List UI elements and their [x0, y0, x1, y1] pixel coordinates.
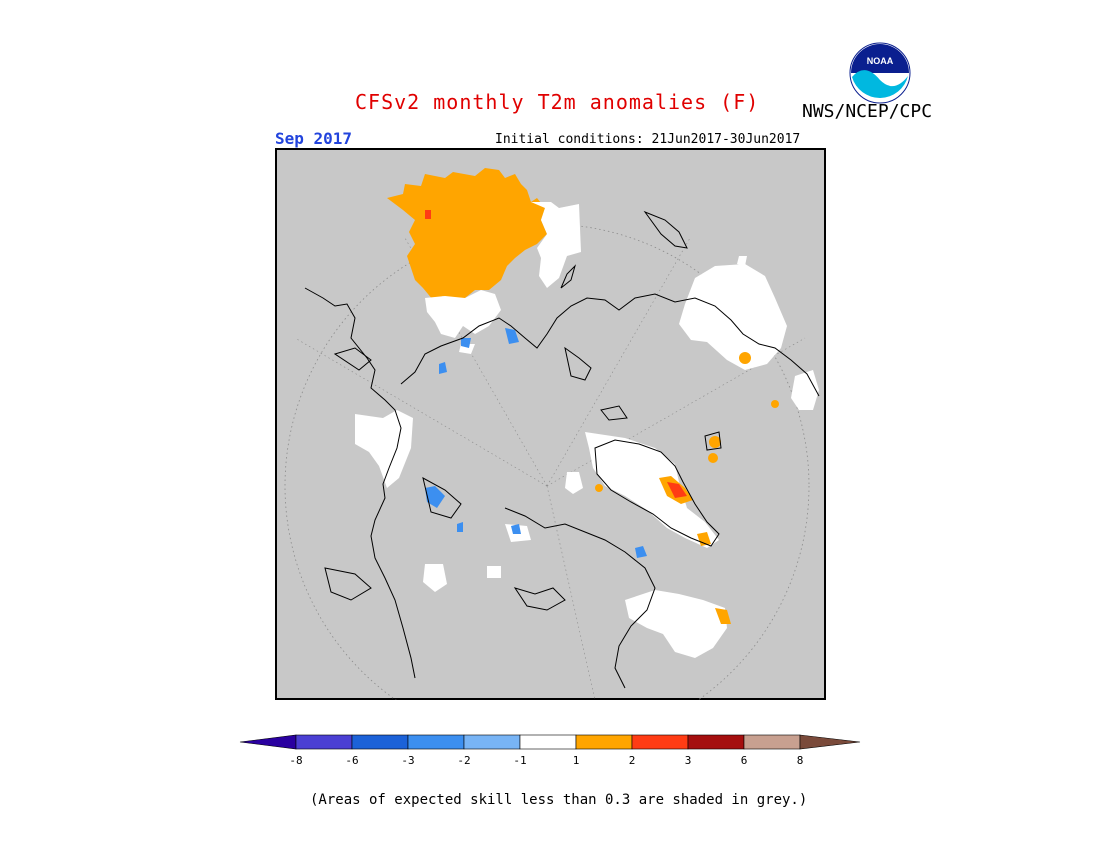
- legend-tick: 8: [797, 754, 804, 767]
- negative-anomaly-spots: [425, 328, 647, 558]
- positive-anomaly-region-africa: [387, 168, 547, 300]
- near-normal-mediterranean: [425, 290, 501, 338]
- polar-anomaly-map: [275, 148, 826, 700]
- legend-tick: 2: [629, 754, 636, 767]
- near-normal-scandinavia: [355, 410, 413, 488]
- color-scale-legend: -8 -6 -3 -2 -1 1 2 3 6 8: [239, 734, 861, 767]
- coastlines: [304, 210, 820, 689]
- skill-footnote: (Areas of expected skill less than 0.3 a…: [310, 792, 808, 808]
- near-normal-regions: [355, 202, 819, 658]
- near-normal-middle-east: [531, 202, 581, 288]
- legend-arrow-high: [799, 734, 861, 750]
- positive-anomaly-spots: [595, 352, 779, 624]
- legend-tick: -1: [513, 754, 526, 767]
- agency-label: NWS/NCEP/CPC: [802, 101, 933, 122]
- near-normal-chukotka: [679, 264, 787, 370]
- legend-tick: -2: [457, 754, 470, 767]
- forecast-month-label: Sep 2017: [275, 129, 353, 148]
- legend-tick: -3: [401, 754, 414, 767]
- legend-tick: -6: [345, 754, 358, 767]
- legend-tick: 3: [685, 754, 692, 767]
- noaa-logo-icon: NOAA: [849, 42, 911, 104]
- logo-text: NOAA: [867, 56, 894, 66]
- local-warm-spot: [425, 210, 431, 219]
- near-normal-greenland: [585, 432, 719, 548]
- near-normal-canada: [625, 590, 727, 658]
- near-normal-alaska: [791, 370, 819, 410]
- initial-conditions-label: Initial conditions: 21Jun2017-30Jun2017: [495, 132, 801, 147]
- legend-arrow-low: [239, 734, 297, 750]
- legend-tick: 1: [573, 754, 580, 767]
- legend-tick: -8: [289, 754, 302, 767]
- legend-tick: 6: [741, 754, 748, 767]
- page-title: CFSv2 monthly T2m anomalies (F): [355, 90, 760, 114]
